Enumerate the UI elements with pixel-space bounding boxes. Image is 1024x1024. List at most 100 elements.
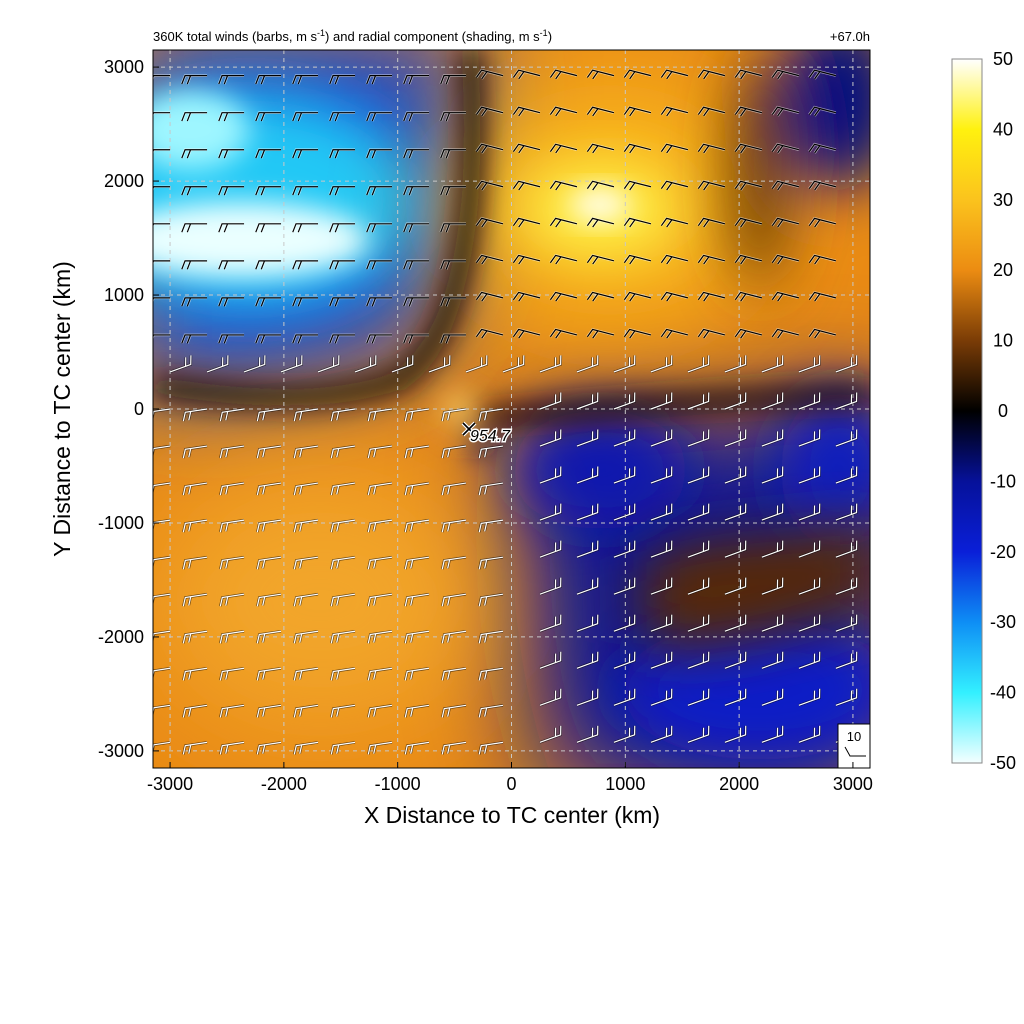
wind-barb-343 (182, 741, 208, 755)
wind-barb-71 (660, 179, 689, 191)
tc-central-pressure: 954.7 (470, 428, 511, 445)
wind-barb-315 (576, 651, 600, 670)
y-tick-label-0: -3000 (98, 741, 144, 761)
wind-barb-226 (798, 466, 822, 485)
wind-barb-37 (808, 105, 837, 117)
wind-barb-310 (367, 666, 393, 681)
reference-barb-symbol (844, 746, 866, 757)
wind-barb-355 (650, 725, 674, 744)
wind-barb-317 (650, 651, 674, 670)
wind-barb-113 (808, 253, 837, 265)
wind-barb-185 (687, 392, 711, 411)
wind-barb-262 (724, 540, 748, 559)
wind-barb-156 (317, 355, 341, 374)
wind-barb-88 (586, 216, 615, 228)
wind-barb-302 (798, 614, 822, 633)
northeast-outflow-max (570, 189, 630, 221)
wind-barb-178 (403, 407, 430, 422)
wind-barb-246 (835, 503, 859, 522)
wind-barb-216 (403, 481, 430, 496)
wind-barb-214 (330, 481, 356, 496)
wind-barb-271 (330, 592, 356, 607)
tc-center-marker: 954.7 (461, 421, 513, 447)
wind-barb-51 (623, 142, 652, 154)
wind-barb-242 (687, 503, 711, 522)
wind-barb-349 (403, 741, 430, 755)
wind-barb-15 (697, 68, 726, 80)
wind-barb-127 (623, 290, 652, 302)
wind-barb-338 (724, 688, 748, 707)
wind-barb-1 (180, 74, 208, 85)
wind-barb-258 (576, 540, 600, 559)
wind-barb-264 (798, 540, 822, 559)
wind-barb-233 (330, 518, 356, 533)
wind-barb-117 (254, 296, 282, 307)
wind-barb-241 (650, 503, 674, 522)
wind-barb-272 (367, 592, 393, 607)
wind-barb-348 (367, 741, 393, 755)
wind-barb-83 (402, 222, 429, 233)
wind-barb-256 (477, 555, 504, 570)
wind-barb-281 (724, 577, 748, 596)
wind-barb-294 (477, 629, 504, 644)
wind-barb-89 (623, 216, 652, 228)
wind-barb-136 (254, 333, 282, 344)
wind-barb-332 (477, 704, 504, 718)
wind-barb-32 (623, 105, 652, 117)
wind-barb-289 (293, 629, 319, 644)
wind-barb-244 (761, 503, 785, 522)
wind-barb-169 (798, 355, 822, 374)
wind-barb-284 (835, 577, 859, 596)
wind-barb-112 (771, 253, 800, 265)
wind-barb-138 (328, 333, 356, 344)
wind-barb-213 (293, 481, 319, 496)
wind-barb-46 (439, 148, 466, 159)
wind-barb-270 (293, 592, 319, 607)
wind-barb-339 (761, 688, 785, 707)
wind-barb-67 (512, 179, 541, 191)
wind-barb-218 (477, 481, 504, 496)
colorbar (951, 58, 983, 764)
wind-barb-9 (475, 68, 504, 80)
wind-barb-234 (367, 518, 393, 533)
wind-barb-198 (440, 444, 467, 459)
wind-barb-111 (734, 253, 763, 265)
wind-barb-6 (365, 74, 392, 85)
wind-barb-254 (403, 555, 430, 570)
wind-barb-78 (217, 222, 245, 233)
wind-barb-356 (687, 725, 711, 744)
wind-barb-116 (217, 296, 245, 307)
wind-barb-23 (291, 111, 319, 122)
wind-barb-195 (330, 444, 356, 459)
reference-barb-box: 10 (837, 723, 871, 769)
wind-barb-158 (391, 355, 415, 374)
wind-barb-73 (734, 179, 763, 191)
wind-barb-139 (365, 333, 392, 344)
wind-barb-225 (761, 466, 785, 485)
wind-barb-60 (254, 185, 282, 196)
wind-barb-146 (623, 327, 652, 339)
wind-barb-313 (477, 666, 504, 681)
wind-barb-137 (291, 333, 319, 344)
wind-barb-49 (549, 142, 578, 154)
wind-barb-183 (613, 392, 637, 411)
wind-barb-165 (650, 355, 674, 374)
wind-barb-167 (724, 355, 748, 374)
wind-barb-94 (808, 216, 837, 228)
x-tick-label-5: 2000 (719, 774, 759, 794)
wind-barb-153 (206, 355, 230, 374)
wind-barb-106 (549, 253, 578, 265)
wind-barb-187 (761, 392, 785, 411)
wind-barb-108 (623, 253, 652, 265)
y-tick-label-5: 2000 (104, 171, 144, 191)
wind-barb-351 (477, 741, 504, 755)
colorbar-ticks: 50 40 30 20 10 0 -10 -20 -30 -40 -50 (990, 49, 1016, 773)
wind-barb-188 (798, 392, 822, 411)
wind-barb-180 (477, 407, 504, 422)
wind-barb-192 (219, 444, 245, 459)
wind-barb-161 (502, 355, 526, 374)
wind-barb-132 (808, 290, 837, 302)
wind-barb-64 (402, 185, 429, 196)
wind-barb-326 (256, 704, 282, 718)
wind-barb-223 (687, 466, 711, 485)
